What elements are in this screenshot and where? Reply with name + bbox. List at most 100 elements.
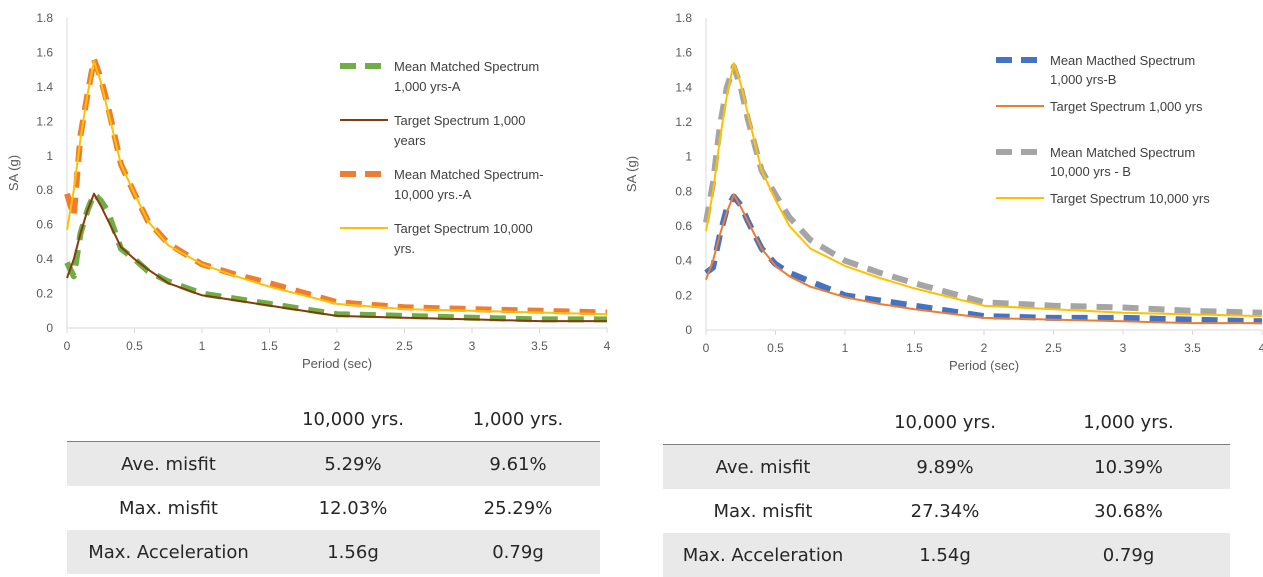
series-line-0 <box>704 193 1263 325</box>
table-header-row: 10,000 yrs. 1,000 yrs. <box>67 397 600 442</box>
x-axis-title: Period (sec) <box>302 356 372 371</box>
table-cell: Max. misfit <box>119 497 218 519</box>
y-tick-label: 1.8 <box>675 11 692 25</box>
misfit-table-left: 10,000 yrs. 1,000 yrs. Ave. misfit 5.29%… <box>67 397 600 574</box>
table-cell: 0.79g <box>1027 533 1230 577</box>
table-cell: 5.29% <box>270 441 436 486</box>
chart-right-plot: 0 0.2 0.4 0.6 0.8 1 1.2 1.4 1.6 1.8 0 0.5 1 1.5 2 2.5 3 3… <box>624 11 1263 373</box>
table-cell: 12.03% <box>318 497 388 519</box>
y-tick-label: 1.6 <box>36 45 53 59</box>
table-cell: 9.89% <box>863 444 1027 489</box>
table-cell: 27.34% <box>910 500 980 522</box>
y-tick-label: 0.4 <box>675 254 692 268</box>
table-cell: 1.54g <box>863 533 1027 577</box>
legend-label: 1,000 yrs-B <box>1050 72 1116 87</box>
x-tick-label: 1.5 <box>906 341 923 355</box>
misfit-table-right: 10,000 yrs. 1,000 yrs. Ave. misfit 9.89%… <box>663 400 1230 577</box>
y-tick-label: 1 <box>685 150 692 164</box>
table-cell: 1.56g <box>270 530 436 574</box>
table-cell: 10.39% <box>1027 444 1230 489</box>
chart-left: 0 0.2 0.4 0.6 0.8 1 1.2 1.4 1.6 1.8 0 0.5 1 1.5 2 2.5 3 3… <box>6 11 611 371</box>
x-tick-label: 3.5 <box>1184 341 1201 355</box>
x-tick-label: 3.5 <box>531 339 548 353</box>
series-line-1 <box>705 193 1262 325</box>
y-tick-label: 0.4 <box>36 252 53 266</box>
legend-entry: Target Spectrum 10,000 yrs. <box>340 221 533 256</box>
x-tick-label: 1.5 <box>261 339 278 353</box>
legend-label: Target Spectrum 10,000 <box>394 221 533 236</box>
x-tick-label: 3 <box>1120 341 1127 355</box>
table-row: Max. Acceleration 1.54g 0.79g <box>663 533 1230 577</box>
x-tick-label: 0 <box>64 339 71 353</box>
legend-label: Mean Matched Spectrum <box>394 59 539 74</box>
y-tick-label: 1.2 <box>675 115 692 129</box>
legend-label: 10,000 yrs - B <box>1050 164 1131 179</box>
chart-right: 0 0.2 0.4 0.6 0.8 1 1.2 1.4 1.6 1.8 0 0.5 1 1.5 2 2.5 3 3… <box>624 11 1263 373</box>
table-row: Max. misfit 12.03% 25.29% <box>67 486 600 530</box>
x-tick-label: 3 <box>469 339 476 353</box>
legend-label: Mean Matched Spectrum- <box>394 167 544 182</box>
table-cell: Max. Acceleration <box>663 533 863 577</box>
x-tick-label: 4 <box>1259 341 1263 355</box>
legend-entry: Target Spectrum 10,000 yrs <box>996 191 1210 206</box>
table-cell: Max. Acceleration <box>67 530 270 574</box>
table-cell: 0.79g <box>436 530 600 574</box>
series-line-2 <box>703 63 1263 316</box>
legend-label: 1,000 yrs-A <box>394 79 461 94</box>
legend-label: yrs. <box>394 241 415 256</box>
y-axis-title: SA (g) <box>6 155 21 191</box>
table-header-cell: 10,000 yrs. <box>270 397 436 442</box>
x-tick-label: 4 <box>604 339 611 353</box>
y-tick-label: 0.2 <box>675 288 692 302</box>
table-header-cell <box>663 400 863 445</box>
y-tick-label: 1.2 <box>36 114 53 128</box>
y-tick-label: 1 <box>46 149 53 163</box>
table-header-row: 10,000 yrs. 1,000 yrs. <box>663 400 1230 445</box>
x-tick-label: 2.5 <box>396 339 413 353</box>
table-cell: 25.29% <box>483 497 553 519</box>
table-cell: 9.61% <box>436 441 600 486</box>
legend-label: years <box>394 133 426 148</box>
series-line-3 <box>66 60 608 316</box>
x-tick-label: 2.5 <box>1045 341 1062 355</box>
legend-label: Target Spectrum 1,000 yrs <box>1050 99 1203 114</box>
table-header-cell: 10,000 yrs. <box>863 400 1027 445</box>
y-tick-label: 0 <box>685 323 692 337</box>
table-header-cell <box>67 397 270 442</box>
legend-label: Mean Matched Spectrum <box>1050 145 1195 160</box>
series-line-1 <box>66 192 607 323</box>
y-tick-label: 0.6 <box>36 218 53 232</box>
y-tick-label: 0.8 <box>675 184 692 198</box>
y-tick-label: 0 <box>46 321 53 335</box>
table-row: Ave. misfit 9.89% 10.39% <box>663 444 1230 489</box>
x-axis-title: Period (sec) <box>949 358 1019 373</box>
x-tick-label: 2 <box>334 339 341 353</box>
x-tick-label: 0.5 <box>126 339 143 353</box>
table-cell: Ave. misfit <box>663 444 863 489</box>
table-cell: Ave. misfit <box>67 441 270 486</box>
x-tick-label: 2 <box>981 341 988 355</box>
series-line-0 <box>64 190 607 323</box>
x-tick-label: 0 <box>703 341 710 355</box>
table-header-cell: 1,000 yrs. <box>1027 400 1230 445</box>
x-tick-label: 1 <box>842 341 849 355</box>
table-header-cell: 1,000 yrs. <box>436 397 600 442</box>
legend-label: 10,000 yrs.-A <box>394 187 472 202</box>
y-tick-label: 1.4 <box>675 80 692 94</box>
legend-entry: Target Spectrum 1,000 yrs <box>996 99 1203 114</box>
legend-label: Target Spectrum 10,000 yrs <box>1050 191 1210 206</box>
legend-label: Mean Macthed Spectrum <box>1050 53 1195 68</box>
series-line-2 <box>64 56 608 316</box>
x-tick-label: 0.5 <box>767 341 784 355</box>
table-row: Max. misfit 27.34% 30.68% <box>663 489 1230 533</box>
table-row: Max. Acceleration 1.56g 0.79g <box>67 530 600 574</box>
legend-entry: Target Spectrum 1,000 years <box>340 113 526 148</box>
series-line-3 <box>705 62 1263 318</box>
y-axis-title: SA (g) <box>624 156 639 192</box>
y-tick-label: 0.2 <box>36 287 53 301</box>
table-row: Ave. misfit 5.29% 9.61% <box>67 441 600 486</box>
y-tick-label: 0.8 <box>36 183 53 197</box>
y-tick-label: 1.8 <box>36 11 53 25</box>
y-tick-label: 1.6 <box>675 46 692 60</box>
legend-entry: Mean Macthed Spectrum 1,000 yrs-B <box>996 53 1195 87</box>
